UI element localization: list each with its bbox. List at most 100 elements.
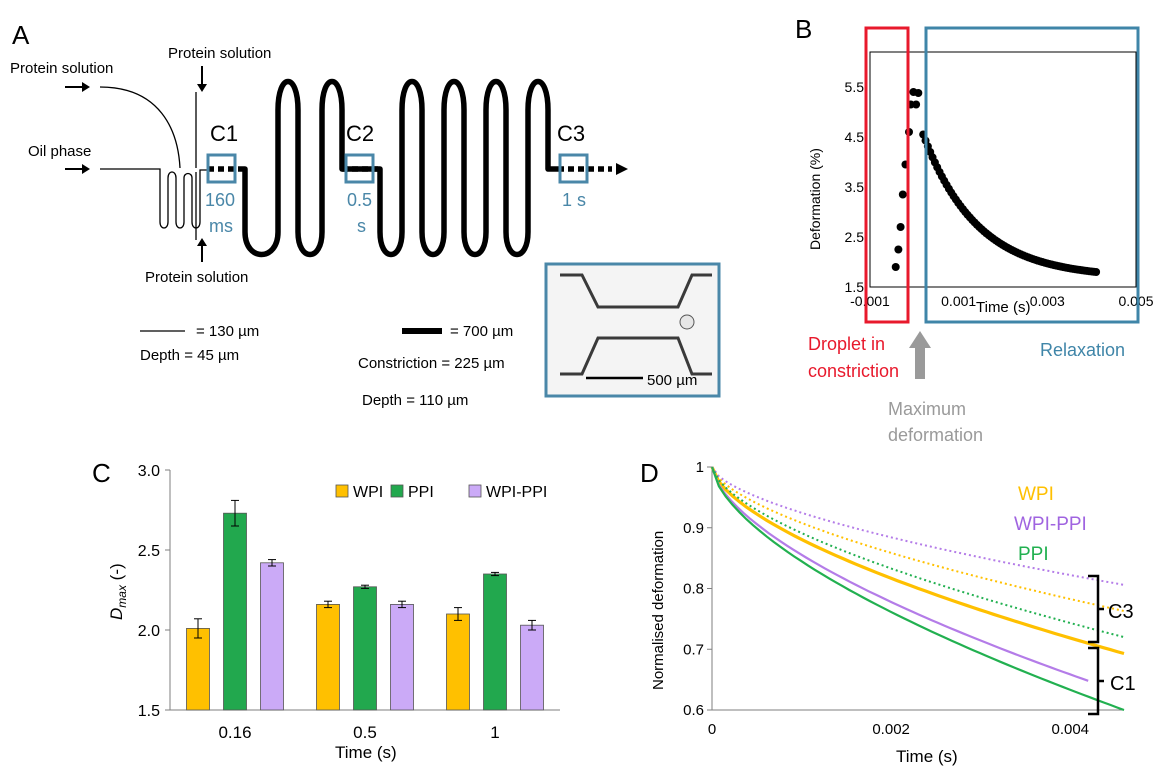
panel-a-label: A: [12, 20, 30, 50]
plot-b-ytick: 2.5: [845, 229, 865, 245]
c1-bracket: [1088, 646, 1104, 716]
plot-b-xtick: -0.001: [850, 293, 890, 309]
plot-b-points: [891, 88, 1101, 276]
c1-box: [206, 153, 237, 184]
c3-bracket: [1088, 574, 1104, 644]
plot-c-ytick: 2.0: [138, 623, 160, 640]
maximum-label-line1: Maximum: [888, 399, 966, 419]
plot-d-ytick: 1: [696, 459, 704, 476]
thin-width-label: = 130 µm: [196, 323, 259, 340]
plot-d-line-c1-wpi: [710, 466, 1125, 656]
plot-d-ytick: 0.9: [683, 520, 704, 537]
plot-d-line-c1-wpi-ppi: [710, 466, 1089, 682]
plot-c-bar: [483, 573, 507, 711]
protein-solution-left-label: Protein solution: [10, 60, 113, 77]
micrograph-inset: 500 µm: [544, 262, 721, 398]
plot-c-ytick: 3.0: [138, 463, 160, 480]
plot-c-legend-label: WPI-PPI: [486, 484, 547, 501]
c2-label: C2: [346, 121, 374, 146]
c3-box: [558, 153, 589, 184]
plot-b-xtick: 0.003: [1030, 293, 1065, 309]
plot-c-bar: [223, 512, 247, 711]
plot-d-ytick: 0.7: [683, 641, 704, 658]
plot-b-xtick: 0.005: [1118, 293, 1153, 309]
c1-bracket-label: C1: [1110, 673, 1136, 695]
plot-c-bar: [446, 613, 470, 711]
thin-channel: [99, 86, 208, 240]
protein-solution-bottom-label: Protein solution: [145, 269, 248, 286]
panel-c: C 1.5 2.0 2.5 3.0 0.16 0.5 1 WPI PPI WPI-PPI Dm…: [92, 458, 560, 762]
plot-d-ylabel: Normalised deformation: [650, 531, 667, 690]
plot-c-ytick: 2.5: [138, 543, 160, 560]
plot-c-legend-swatch: [390, 484, 404, 498]
c1-label: C1: [210, 121, 238, 146]
plot-c-xlabel: Time (s): [335, 743, 397, 762]
panel-c-label: C: [92, 458, 111, 488]
plot-d-line-c1-ppi: [710, 466, 1125, 712]
scalebar-label: 500 µm: [647, 372, 697, 389]
droplet-label-line1: Droplet in: [808, 334, 885, 354]
plot-c-bar: [390, 604, 414, 711]
plot-d-legend-label: WPI-PPI: [1014, 514, 1087, 535]
plot-d-line-c3-wpi: [711, 466, 1125, 612]
plot-b-point: [1092, 268, 1101, 276]
relaxation-label: Relaxation: [1040, 340, 1125, 360]
c3-bracket-label: C3: [1108, 601, 1134, 623]
droplet-box: [864, 26, 910, 324]
plot-b-ylabel: Deformation (%): [807, 148, 823, 250]
plot-b-ytick: 5.5: [845, 79, 865, 95]
plot-c-bars: [186, 499, 544, 711]
c2-box: [344, 153, 375, 184]
plot-b-frame: [869, 51, 1137, 288]
thick-width-label: = 700 µm: [450, 323, 513, 340]
plot-c-legend-swatch: [468, 484, 482, 498]
plot-d-xtick: 0.002: [872, 721, 910, 738]
c2-time-unit: s: [357, 216, 366, 236]
c3-time: 1 s: [562, 190, 586, 210]
plot-d-legend-label: WPI: [1018, 484, 1054, 505]
plot-b-xtick: 0.001: [941, 293, 976, 309]
plot-d-ytick: 0.6: [683, 702, 704, 719]
plot-c-ytick: 1.5: [138, 703, 160, 720]
plot-c-bar: [520, 624, 544, 711]
outlet-arrow: [616, 163, 628, 175]
plot-b-xlabel: Time (s): [976, 299, 1030, 316]
plot-c-legend-label: PPI: [408, 484, 434, 501]
plot-b-ytick: 4.5: [845, 129, 865, 145]
maximum-label-line2: deformation: [888, 425, 983, 445]
thin-depth-label: Depth = 45 µm: [140, 347, 239, 364]
plot-d-legend: WPI WPI-PPI PPI: [1014, 484, 1087, 565]
plot-b-ytick: 1.5: [845, 279, 865, 295]
relaxation-box: [924, 26, 1140, 324]
plot-d-ytick: 0.8: [683, 581, 704, 598]
thick-depth-label: Depth = 110 µm: [362, 392, 468, 409]
thick-serpentine-channel: [240, 78, 558, 258]
c3-label: C3: [557, 121, 585, 146]
plot-d-xtick: 0.004: [1051, 721, 1089, 738]
maximum-arrow: [909, 331, 931, 379]
plot-d-line-c3-wpi-ppi: [711, 466, 1125, 586]
plot-b-point: [898, 190, 907, 199]
plot-c-bar: [260, 562, 284, 711]
plot-c-bar: [353, 586, 377, 711]
panel-d-label: D: [640, 458, 659, 488]
plot-d-lines: [710, 466, 1125, 712]
protein-solution-top-label: Protein solution: [168, 45, 271, 62]
inlet-arrows: [65, 66, 207, 262]
panel-b-label: B: [795, 14, 812, 44]
plot-c-bar: [186, 628, 210, 711]
plot-b-ytick: 3.5: [845, 179, 865, 195]
c1-time-unit: ms: [209, 216, 233, 236]
c2-time-value: 0.5: [347, 190, 372, 210]
plot-c-xtick: 0.16: [218, 723, 251, 742]
plot-c-legend: WPI PPI WPI-PPI: [335, 484, 547, 501]
oil-phase-label: Oil phase: [28, 143, 91, 160]
plot-b-point: [894, 245, 903, 254]
droplet-label-line2: constriction: [808, 361, 899, 381]
plot-c-legend-label: WPI: [353, 484, 383, 501]
panel-b: B 1.52.53.54.55.5 -0.001 0.001 0.003 0.005 …: [795, 14, 1154, 445]
plot-d-xlabel: Time (s): [896, 747, 958, 766]
plot-b-point: [914, 89, 923, 97]
plot-d-legend-label: PPI: [1018, 544, 1049, 565]
panel-a: A Protein solution Protein solution Oil …: [10, 20, 721, 409]
